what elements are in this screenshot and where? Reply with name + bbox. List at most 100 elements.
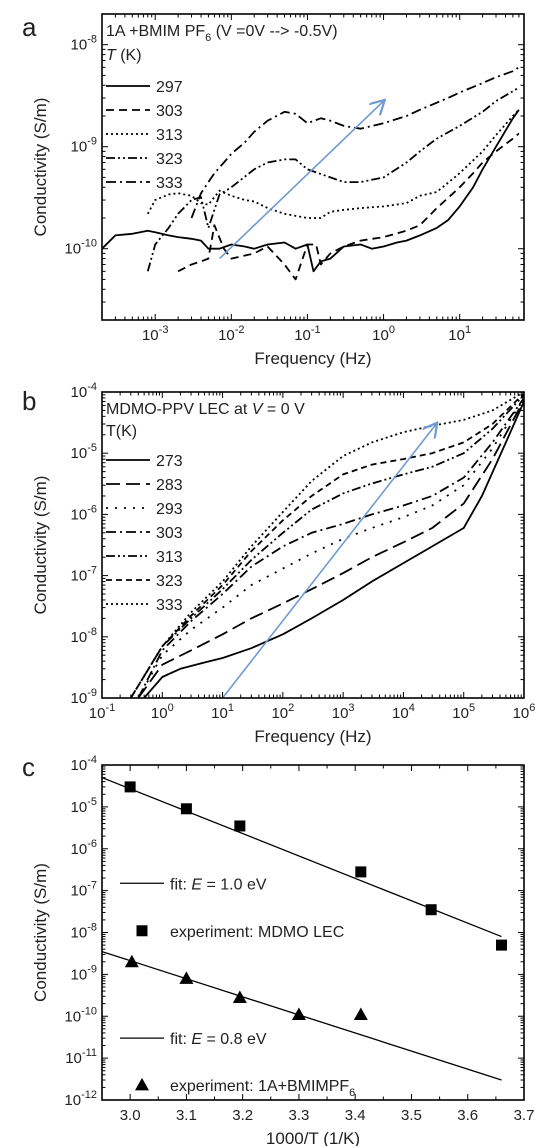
x-tick-label: 105: [452, 702, 475, 722]
legend-a-303-label: 303: [156, 103, 183, 120]
y-tick-label: 10-6: [71, 503, 97, 523]
x-tick-label: 10-1: [294, 324, 320, 344]
point-triangle-1: [124, 954, 139, 968]
series-b-303: [137, 397, 524, 698]
point-square-1: [124, 781, 136, 793]
plot-area-b: [130, 392, 524, 698]
point-triangle-3: [232, 990, 247, 1004]
series-a-303: [177, 132, 520, 281]
series-a-333: [190, 66, 520, 219]
x-tick-label: 3.5: [401, 1107, 422, 1124]
x-axis-label: 1000/T (1/K): [266, 1129, 360, 1146]
point-triangle-5: [353, 1007, 368, 1021]
x-tick-label: 103: [332, 702, 355, 722]
y-tick-label: 10-9: [71, 687, 97, 707]
plot-frame: [101, 13, 525, 321]
y-tick-label: 10-12: [64, 1089, 97, 1109]
chart-panel-a: 10-3 10-2 10-1 100 101 10-10 10-9 10-8 Frequency…: [31, 13, 525, 368]
legend-b-283-label: 283: [156, 477, 183, 494]
legend-b-333-label: 333: [156, 597, 183, 614]
legend-series-1a-label: experiment: 1A+BMIMPF6: [170, 1078, 355, 1099]
y-tick-label: 10-10: [64, 238, 97, 258]
x-tick-label: 101: [211, 702, 234, 722]
legend-square-marker: [136, 925, 148, 937]
panel-label-c: c: [22, 752, 35, 782]
y-tick-label: 10-10: [64, 1005, 97, 1025]
legend-a-297-label: 297: [156, 79, 183, 96]
y-tick-label: 10-11: [65, 1047, 97, 1067]
legend-b-303-label: 303: [156, 525, 183, 542]
panel-label-a: a: [22, 12, 37, 42]
y-axis-label: Conductivity (S/m): [31, 863, 50, 1002]
trend-arrow: [218, 101, 384, 260]
y-tick-label: 10-8: [71, 626, 97, 646]
legend-title-b: T(K): [106, 423, 137, 440]
point-square-6: [495, 939, 507, 951]
y-tick-label: 10-7: [71, 565, 97, 585]
legend-series-mdmo-label: experiment: MDMO LEC: [170, 924, 344, 941]
trend-arrow: [221, 424, 437, 698]
chart-panel-b: 10-1 100 101 102 103 104 105 106 10-9 10-8 10-7 10-…: [31, 381, 535, 746]
y-tick-label: 10-8: [71, 922, 97, 942]
y-tick-label: 10-8: [71, 34, 97, 54]
legend-fit-1-label: fit: E = 1.0 eV: [170, 876, 267, 893]
legend-fit-2-label: fit: E = 0.8 eV: [170, 1031, 267, 1048]
chart-panel-c: 3.0 3.1 3.2 3.3 3.4 3.5 3.6 3.7 10-12 10-11 10-10 1…: [31, 754, 534, 1146]
legend-b-323-label: 323: [156, 573, 183, 590]
series-a-297: [102, 109, 520, 273]
panel-label-b: b: [22, 386, 36, 416]
plot-area-a: [102, 66, 520, 281]
legend-b-293-label: 293: [156, 501, 183, 518]
x-tick-label: 10-2: [218, 324, 244, 344]
legend-a-323-label: 323: [156, 151, 183, 168]
chart-title-a: 1A +BMIM PF6 (V =0V --> -0.5V): [106, 23, 338, 44]
plot-area-c: [102, 777, 507, 1081]
y-tick-label: 10-9: [71, 136, 97, 156]
y-tick-label: 10-9: [71, 963, 97, 983]
x-axis-label: Frequency (Hz): [254, 349, 371, 368]
series-b-283: [137, 399, 524, 698]
x-tick-label: 10-1: [89, 702, 115, 722]
y-tick-label: 10-4: [71, 381, 97, 401]
legend-title-a: T (K): [106, 47, 142, 64]
fit-line-1: [102, 777, 502, 938]
x-tick-label: 3.4: [345, 1107, 366, 1124]
chart-title-b: MDMO-PPV LEC at V = 0 V: [106, 401, 305, 418]
point-square-2: [180, 803, 192, 815]
y-tick-label: 10-5: [71, 442, 97, 462]
series-b-333: [130, 392, 524, 698]
legend-a-333-label: 333: [156, 175, 183, 192]
x-tick-label: 10-3: [142, 324, 168, 344]
y-axis-label: Conductivity (S/m): [31, 476, 50, 615]
x-tick-label: 3.1: [176, 1107, 197, 1124]
y-axis-label: Conductivity (S/m): [31, 98, 50, 237]
legend-b-273-label: 273: [156, 453, 183, 470]
series-a-323: [146, 86, 520, 272]
x-tick-label: 3.6: [457, 1107, 478, 1124]
series-b-323: [130, 392, 524, 698]
point-triangle-4: [291, 1007, 306, 1021]
point-square-5: [425, 904, 437, 916]
point-square-4: [355, 866, 367, 878]
series-b-293: [137, 397, 524, 698]
x-tick-label: 101: [448, 324, 471, 344]
y-tick-label: 10-6: [71, 838, 97, 858]
legend-a-313-label: 313: [156, 127, 183, 144]
x-tick-label: 3.2: [232, 1107, 253, 1124]
x-tick-label: 100: [151, 702, 174, 722]
y-tick-label: 10-5: [71, 796, 97, 816]
x-tick-label: 106: [513, 702, 535, 722]
x-tick-label: 104: [392, 702, 415, 722]
legend-triangle-marker: [135, 1077, 149, 1091]
series-b-273: [143, 401, 524, 698]
series-b-313: [130, 394, 524, 698]
plot-frame: [101, 391, 525, 699]
x-tick-label: 102: [271, 702, 294, 722]
point-square-3: [234, 820, 246, 832]
x-tick-label: 3.3: [289, 1107, 310, 1124]
x-axis-label: Frequency (Hz): [254, 727, 371, 746]
point-triangle-2: [179, 971, 194, 984]
y-tick-label: 10-7: [71, 880, 97, 900]
x-tick-label: 100: [372, 324, 395, 344]
